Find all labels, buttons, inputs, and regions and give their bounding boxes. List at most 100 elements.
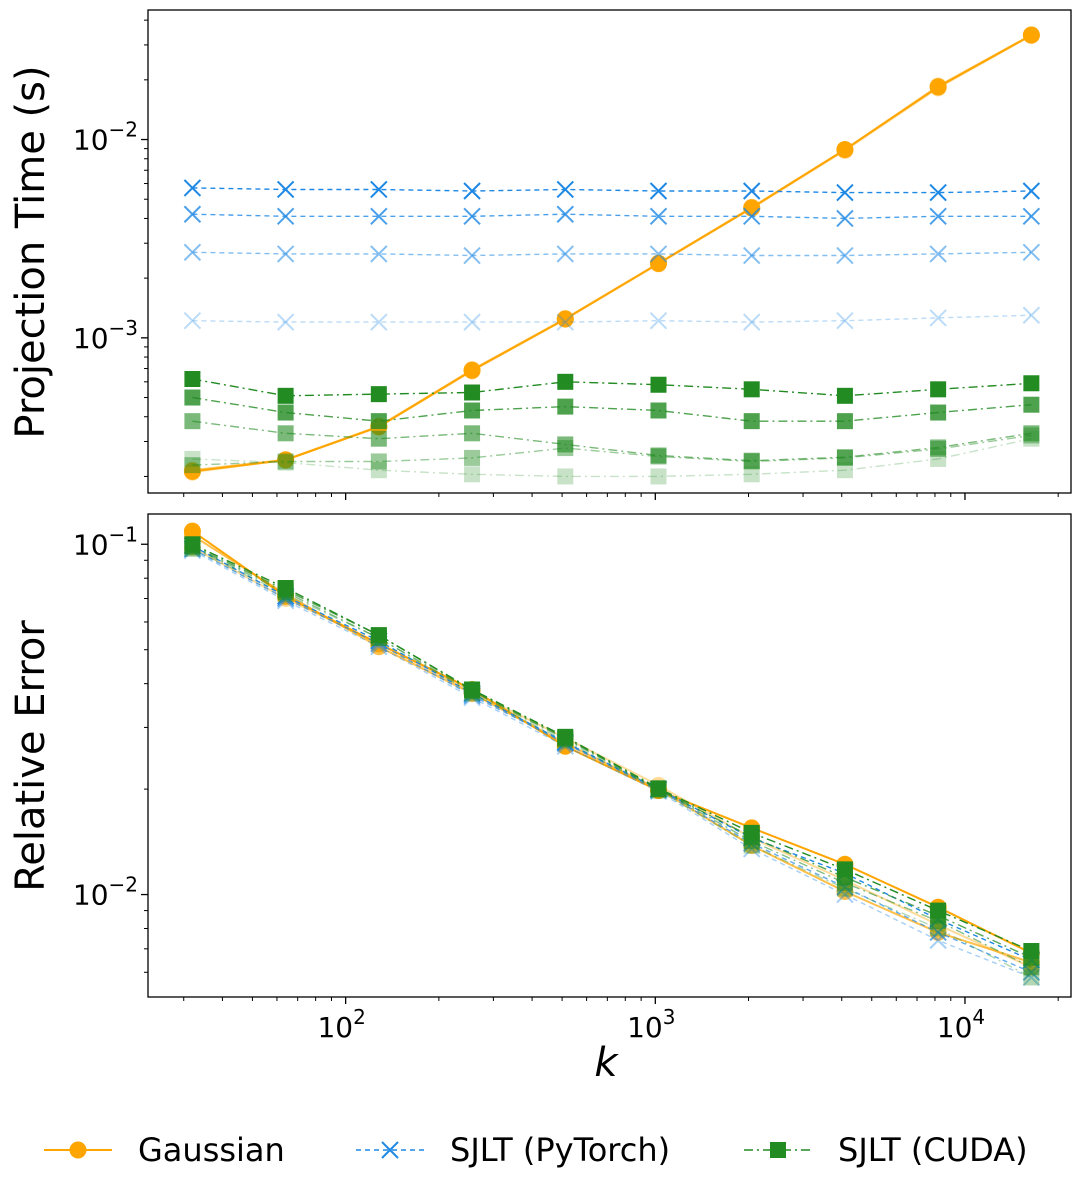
data-point (370, 180, 388, 199)
data-point (463, 182, 481, 200)
data-point (649, 182, 668, 200)
legend-label: SJLT (CUDA) (838, 1131, 1028, 1169)
series-sjlt_pytorch (183, 179, 1041, 202)
data-point (277, 404, 294, 421)
series-line (192, 548, 1032, 973)
data-point (743, 452, 760, 469)
legend: Gaussian SJLT (PyTorch) SJLT (CUDA) (44, 1131, 1028, 1169)
series-line (192, 549, 1032, 979)
data-point (277, 580, 294, 597)
series-line (192, 396, 1032, 422)
data-point (183, 205, 202, 223)
data-point (184, 536, 201, 553)
data-point (1022, 306, 1041, 324)
top-y-axis-title: Projection Time (s) (8, 65, 54, 438)
legend-marker (381, 1141, 399, 1159)
data-point (463, 246, 481, 265)
data-point (836, 209, 854, 228)
series-gaussian (183, 26, 1040, 479)
series-sjlt_pytorch (183, 306, 1041, 331)
data-point (370, 453, 387, 470)
data-point (1022, 182, 1041, 200)
data-point (276, 313, 295, 331)
data-point (1022, 207, 1041, 226)
series-line (192, 438, 1032, 478)
legend-label: SJLT (PyTorch) (450, 1131, 670, 1169)
series-line (192, 34, 1032, 473)
data-point (743, 466, 760, 483)
data-point (464, 425, 481, 442)
plot-frame (147, 513, 1072, 998)
data-point (556, 310, 574, 328)
data-point (743, 199, 761, 217)
data-point (930, 404, 947, 421)
data-point (929, 931, 947, 950)
series-line (192, 314, 1032, 323)
legend-entry-gaussian: Gaussian (44, 1131, 285, 1169)
data-point (464, 466, 481, 483)
series-sjlt_cuda (184, 430, 1040, 485)
data-point (836, 449, 853, 466)
data-point (930, 381, 947, 398)
data-point (650, 780, 667, 797)
plot-frame (147, 9, 1072, 494)
series-sjlt_cuda (184, 539, 1040, 976)
data-point (556, 205, 574, 223)
legend-marker (69, 1141, 87, 1159)
data-point (836, 387, 853, 404)
series-sjlt_cuda (184, 536, 1040, 960)
data-point (276, 180, 295, 199)
data-point (463, 313, 481, 331)
data-point (277, 425, 294, 442)
data-point (183, 522, 201, 540)
series-sjlt_cuda (184, 413, 1040, 469)
data-point (277, 453, 294, 470)
data-point (1023, 943, 1040, 960)
data-point (557, 728, 574, 745)
data-point (184, 370, 201, 387)
legend-marker (770, 1142, 786, 1158)
data-point (370, 413, 387, 430)
data-point (277, 387, 294, 404)
data-point (836, 183, 854, 202)
y-tick-label: 10−3 (73, 316, 138, 355)
projection-time-panel: 10−2 10−3 (73, 9, 1072, 500)
x-tick-label: 103 (627, 1005, 675, 1044)
series-line (192, 378, 1032, 397)
series-line (192, 546, 1032, 968)
data-point (929, 245, 947, 263)
data-point (183, 311, 202, 330)
series-line (192, 187, 1032, 194)
data-point (743, 182, 761, 200)
data-point (184, 389, 201, 406)
data-point (650, 402, 667, 419)
data-point (836, 413, 853, 430)
data-point (463, 207, 481, 226)
data-point (743, 824, 760, 841)
data-point (743, 313, 761, 331)
data-point (184, 413, 201, 430)
data-point (370, 245, 388, 263)
data-point (930, 439, 947, 456)
series-gaussian (183, 522, 1040, 962)
y-tick-label: 10−2 (73, 118, 138, 157)
y-tick-label: 10−2 (73, 873, 138, 912)
data-point (649, 245, 668, 263)
data-point (184, 450, 201, 467)
data-point (650, 447, 667, 464)
data-point (836, 246, 854, 265)
data-point (464, 449, 481, 466)
data-point (556, 180, 574, 199)
legend-label: Gaussian (138, 1131, 285, 1169)
data-point (277, 451, 295, 469)
data-point (649, 207, 668, 226)
x-tick-label: 102 (317, 1005, 365, 1044)
data-point (650, 376, 667, 393)
series-line (192, 548, 1032, 979)
data-point (929, 309, 947, 327)
data-point (557, 436, 574, 453)
data-point (836, 141, 854, 159)
data-point (276, 245, 295, 263)
series-sjlt_cuda (184, 389, 1040, 430)
